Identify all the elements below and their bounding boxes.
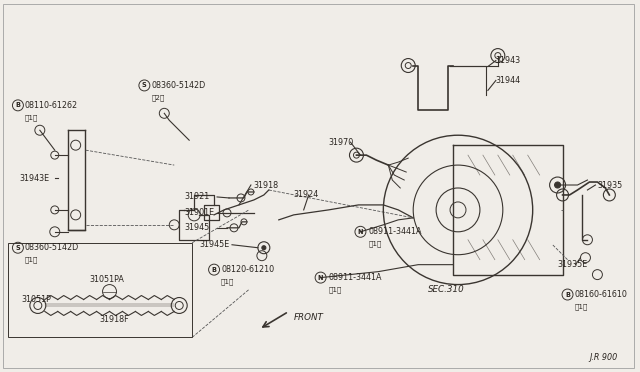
Text: （2）: （2） [151, 94, 164, 101]
Text: （1）: （1） [328, 286, 342, 293]
Text: N: N [318, 275, 323, 280]
Text: 31945E: 31945E [199, 240, 229, 249]
Text: B: B [15, 102, 20, 108]
Text: 08911-3441A: 08911-3441A [369, 227, 422, 236]
Text: 31918F: 31918F [100, 315, 129, 324]
Text: 31935: 31935 [597, 180, 623, 189]
Text: 31944: 31944 [496, 76, 521, 85]
Text: SEC.310: SEC.310 [428, 285, 465, 294]
Text: 31943E: 31943E [20, 173, 50, 183]
Circle shape [262, 246, 266, 250]
Text: J.R 900: J.R 900 [589, 353, 618, 362]
Text: （1）: （1） [25, 256, 38, 263]
Text: （1）: （1） [369, 240, 382, 247]
Text: 08360-5142D: 08360-5142D [151, 81, 205, 90]
Text: B: B [565, 292, 570, 298]
Text: 08911-3441A: 08911-3441A [328, 273, 382, 282]
Text: 31051PA: 31051PA [90, 275, 125, 284]
Text: 31970: 31970 [328, 138, 354, 147]
Text: 31935E: 31935E [557, 260, 588, 269]
Text: FRONT: FRONT [294, 313, 324, 322]
Text: 31901E: 31901E [184, 208, 214, 217]
Text: 31918: 31918 [254, 180, 279, 189]
Text: S: S [142, 83, 147, 89]
Text: 31945: 31945 [184, 223, 209, 232]
Text: （1）: （1） [25, 114, 38, 121]
Text: 31924: 31924 [294, 190, 319, 199]
Text: 08160-61610: 08160-61610 [575, 290, 627, 299]
Text: N: N [358, 229, 363, 235]
Text: S: S [15, 245, 20, 251]
Text: 08110-61262: 08110-61262 [25, 101, 78, 110]
Text: （1）: （1） [221, 278, 234, 285]
Text: 31051P: 31051P [22, 295, 52, 304]
Text: 08120-61210: 08120-61210 [221, 265, 274, 274]
Text: B: B [212, 267, 216, 273]
Text: 08360-5142D: 08360-5142D [25, 243, 79, 252]
Circle shape [555, 182, 561, 188]
Text: 31943: 31943 [496, 56, 521, 65]
Text: 31921: 31921 [184, 192, 209, 202]
Text: （1）: （1） [575, 303, 588, 310]
